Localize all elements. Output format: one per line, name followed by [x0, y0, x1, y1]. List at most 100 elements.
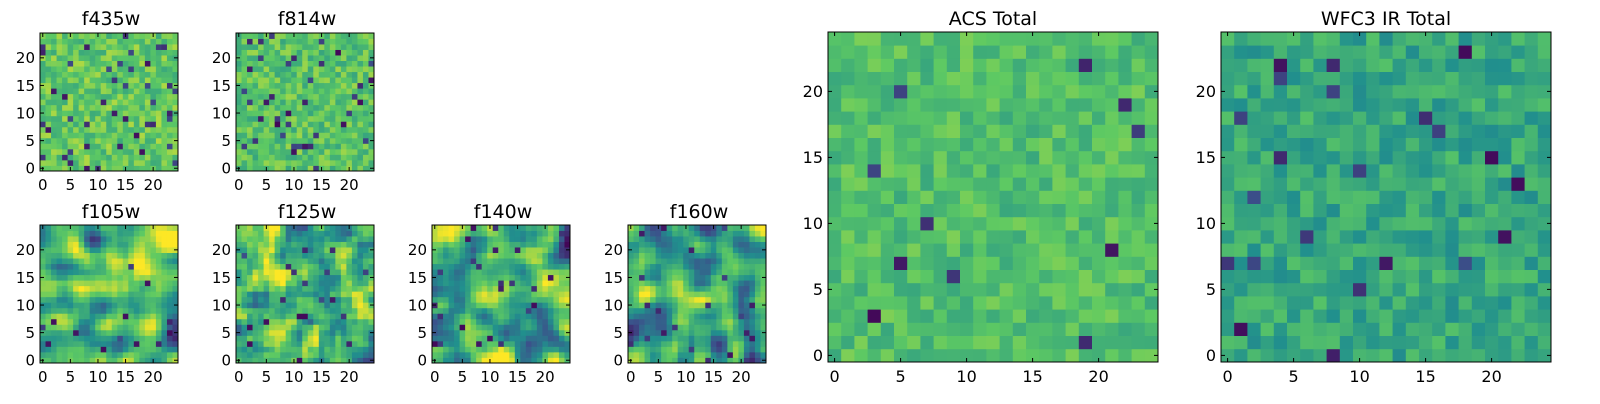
heatmap-cell: [275, 143, 281, 149]
heatmap-cell: [1366, 230, 1380, 244]
heatmap-cell: [324, 291, 330, 297]
heatmap-cell: [319, 247, 325, 253]
heatmap-cell: [352, 132, 358, 138]
heatmap-cell: [40, 280, 46, 286]
heatmap-cell: [280, 247, 286, 253]
heatmap-cell: [253, 324, 259, 330]
y-tick-label: 10: [212, 296, 231, 314]
heatmap-cell: [1485, 283, 1499, 297]
heatmap-cell: [749, 231, 755, 237]
heatmap-cell: [471, 269, 477, 275]
heatmap-cell: [308, 72, 314, 78]
heatmap-cell: [1039, 217, 1053, 231]
heatmap-cell: [733, 225, 739, 231]
heatmap-cell: [1026, 138, 1040, 152]
heatmap-cell: [51, 341, 57, 347]
heatmap-cell: [62, 242, 68, 248]
heatmap-cell: [1092, 177, 1106, 191]
heatmap-cell: [515, 335, 521, 341]
heatmap-cell: [493, 346, 499, 352]
heatmap-cell: [324, 280, 330, 286]
heatmap-cell: [894, 309, 908, 323]
heatmap-cell: [346, 275, 352, 281]
heatmap-cell: [313, 225, 319, 231]
heatmap-cell: [738, 269, 744, 275]
heatmap-cell: [106, 352, 112, 358]
heatmap-cell: [1105, 190, 1119, 204]
heatmap-cell: [313, 242, 319, 248]
heatmap-cell: [357, 286, 363, 292]
heatmap-cell: [324, 138, 330, 144]
heatmap-cell: [683, 264, 689, 270]
heatmap-cell: [57, 66, 63, 72]
heatmap-cell: [247, 39, 253, 45]
heatmap-cell: [449, 291, 455, 297]
heatmap-cell: [40, 39, 46, 45]
heatmap-cell: [101, 66, 107, 72]
heatmap-cell: [308, 44, 314, 50]
heatmap-cell: [947, 270, 961, 284]
heatmap-cell: [128, 39, 134, 45]
heatmap-cell: [330, 44, 336, 50]
heatmap-cell: [117, 39, 123, 45]
heatmap-cell: [881, 85, 895, 99]
heatmap-cell: [1026, 204, 1040, 218]
y-tick-label: 10: [212, 104, 231, 122]
heatmap-cell: [62, 121, 68, 127]
heatmap-cell: [559, 236, 565, 242]
heatmap-cell: [438, 242, 444, 248]
heatmap-cell: [881, 190, 895, 204]
heatmap-cell: [363, 319, 369, 325]
heatmap-cell: [357, 99, 363, 105]
heatmap-cell: [1366, 243, 1380, 257]
heatmap-cell: [1132, 72, 1146, 86]
heatmap-cell: [101, 116, 107, 122]
heatmap-cell: [683, 302, 689, 308]
heatmap-cell: [749, 291, 755, 297]
heatmap-cell: [112, 330, 118, 336]
heatmap-cell: [1234, 336, 1248, 350]
heatmap-cell: [253, 275, 259, 281]
x-tick-label: 10: [88, 368, 107, 386]
heatmap-cell: [308, 50, 314, 56]
heatmap-cell: [139, 127, 145, 133]
heatmap-cell: [324, 33, 330, 39]
heatmap-cell: [90, 242, 96, 248]
heatmap-cell: [330, 105, 336, 111]
heatmap-cell: [341, 319, 347, 325]
heatmap-cell: [443, 308, 449, 314]
heatmap-cell: [1525, 336, 1539, 350]
heatmap-cell: [62, 83, 68, 89]
heatmap-cell: [1079, 243, 1093, 257]
heatmap-cell: [46, 286, 52, 292]
heatmap-cell: [269, 247, 275, 253]
heatmap-cell: [357, 83, 363, 89]
heatmap-cell: [346, 110, 352, 116]
heatmap-cell: [1026, 190, 1040, 204]
heatmap-cell: [854, 85, 868, 99]
heatmap-cell: [68, 319, 74, 325]
heatmap-cell: [947, 151, 961, 165]
heatmap-cell: [341, 143, 347, 149]
heatmap-cell: [1406, 177, 1420, 191]
heatmap-cell: [471, 335, 477, 341]
heatmap-cell: [253, 55, 259, 61]
heatmap-cell: [920, 336, 934, 350]
heatmap-cell: [236, 50, 242, 56]
x-tick-label: 5: [66, 176, 76, 194]
heatmap-cell: [145, 88, 151, 94]
y-tick-label: 0: [613, 352, 623, 370]
heatmap-cell: [460, 352, 466, 358]
heatmap-cell: [79, 341, 85, 347]
heatmap-cell: [894, 151, 908, 165]
heatmap-cell: [51, 308, 57, 314]
heatmap-cell: [161, 247, 167, 253]
heatmap-cell: [145, 269, 151, 275]
heatmap-cell: [520, 313, 526, 319]
heatmap-cell: [57, 116, 63, 122]
heatmap-cell: [95, 99, 101, 105]
heatmap-cell: [449, 346, 455, 352]
heatmap-cell: [504, 242, 510, 248]
heatmap-cell: [476, 313, 482, 319]
